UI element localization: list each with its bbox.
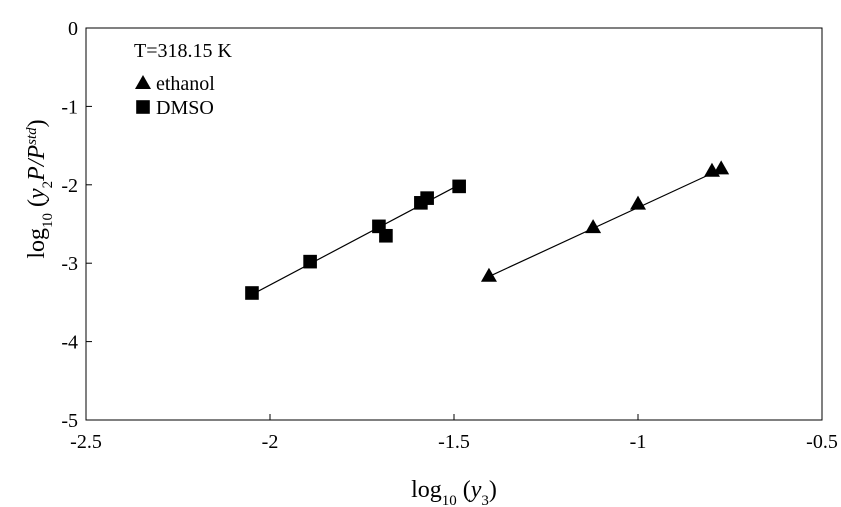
x-tick-label: -0.5 xyxy=(806,431,838,453)
square-marker xyxy=(379,228,393,243)
x-axis-label-part: 10 xyxy=(442,493,457,507)
legend-label: DMSO xyxy=(156,97,214,119)
y-axis-label-part: std xyxy=(24,127,40,145)
square-marker xyxy=(452,179,466,194)
x-tick-label: -1 xyxy=(630,431,647,453)
y-axis-label-part: P/P xyxy=(24,145,50,182)
y-tick-label: -2 xyxy=(61,175,78,197)
legend-label: ethanol xyxy=(156,73,215,95)
y-axis-label-part: 10 xyxy=(40,213,56,228)
y-tick-label: -1 xyxy=(61,96,78,118)
annotation: T=318.15 K xyxy=(134,40,232,62)
square-marker xyxy=(303,254,317,269)
x-axis-label-part: ( xyxy=(457,477,471,503)
x-axis-label-part: 3 xyxy=(481,493,489,507)
y-tick-label: -5 xyxy=(61,410,78,432)
x-tick-label: -2 xyxy=(262,431,279,453)
x-axis-label-part: ) xyxy=(489,477,497,503)
x-axis-label: log10 (y3) xyxy=(411,477,497,507)
x-tick-label: -1.5 xyxy=(438,431,470,453)
fit-line xyxy=(488,168,722,278)
y-axis-label-part: log xyxy=(24,228,50,259)
legend-marker xyxy=(135,75,151,89)
triangle-marker xyxy=(480,267,497,282)
y-tick-label: -4 xyxy=(61,332,78,354)
triangle-marker xyxy=(713,160,730,175)
y-tick-label: -3 xyxy=(61,253,78,275)
x-axis-label-part: y xyxy=(469,477,482,503)
y-axis-label-part: ) xyxy=(24,119,50,127)
square-marker xyxy=(420,191,434,205)
x-tick-label: -2.5 xyxy=(70,431,102,453)
triangle-marker xyxy=(585,219,602,234)
y-tick-label: 0 xyxy=(68,18,78,40)
y-axis-label: log10 (y2P/Pstd) xyxy=(24,119,56,258)
legend-marker xyxy=(136,100,150,114)
y-axis-label-part: y xyxy=(24,188,50,201)
square-marker xyxy=(245,286,259,300)
x-axis-label-part: log xyxy=(411,477,442,503)
y-axis-label-part: ( xyxy=(24,199,50,213)
triangle-marker xyxy=(630,195,646,210)
y-axis-label-part: 2 xyxy=(40,181,56,189)
